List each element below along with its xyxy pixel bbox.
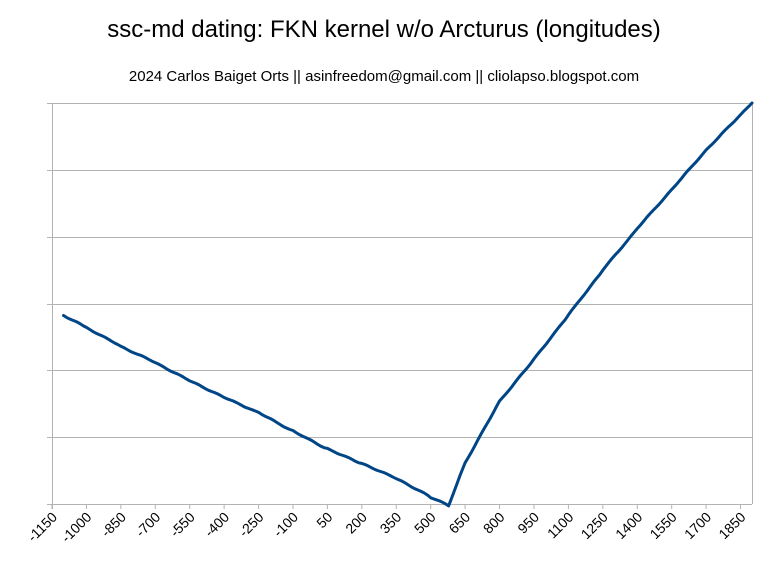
x-tick-labels: -1150-1000 -850 -700 -550 -400 -250 -100 50 200 3…	[24, 509, 749, 546]
x-tick-label-14: 950	[514, 509, 542, 537]
x-tick-label-19: 1700	[681, 509, 714, 542]
x-tick-label-12: 650	[445, 509, 473, 537]
series-layer	[62, 101, 754, 508]
x-tick-label-11: 500	[411, 509, 439, 537]
x-tick-label-20: 1850	[715, 509, 748, 542]
x-tick-label-2: -850	[98, 509, 129, 540]
x-tick-label-1: -1000	[58, 509, 95, 546]
x-tick-label-6: -250	[236, 509, 267, 540]
series-line-0	[62, 101, 754, 508]
x-tick-label-4: -550	[167, 509, 198, 540]
chart-title: ssc-md dating: FKN kernel w/o Arcturus (…	[107, 16, 661, 43]
x-tick-label-8: 50	[313, 509, 335, 531]
x-tick-label-13: 800	[480, 509, 508, 537]
x-tick-label-17: 1400	[612, 509, 645, 542]
x-tick-label-5: -400	[201, 509, 232, 540]
x-tick-label-18: 1550	[646, 509, 679, 542]
x-tick-label-15: 1100	[544, 509, 577, 542]
x-tick-label-10: 350	[377, 509, 405, 537]
chart-subtitle: 2024 Carlos Baiget Orts || asinfreedom@g…	[128, 68, 640, 85]
x-tick-label-9: 200	[342, 509, 370, 537]
x-tick-label-16: 1250	[578, 509, 611, 542]
x-tick-label-7: -100	[270, 509, 301, 540]
axes	[47, 103, 753, 509]
x-tick-label-0: -1150	[24, 509, 60, 545]
gridlines	[52, 103, 752, 438]
x-tick-label-3: -700	[132, 509, 163, 540]
